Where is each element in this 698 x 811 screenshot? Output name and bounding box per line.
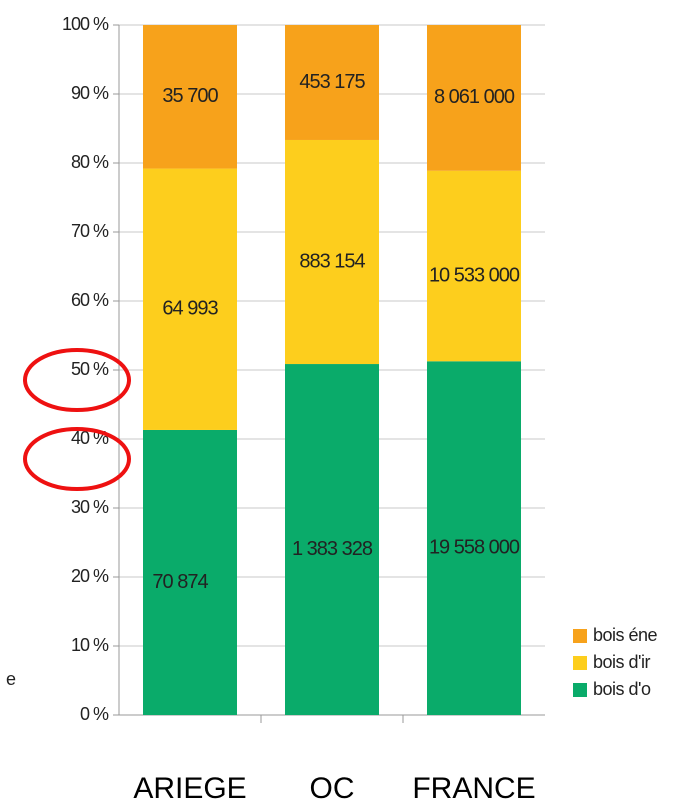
y-tick-label: 90 % (71, 83, 109, 103)
bar-segment (285, 25, 379, 140)
value-label: 70 874 (152, 571, 208, 593)
legend-label: bois d'o (593, 679, 651, 699)
x-tick-label: ARIEGE (133, 772, 246, 805)
bar-segment (427, 170, 521, 362)
value-label: 883 154 (299, 250, 365, 272)
y-tick-label: 10 % (71, 635, 109, 655)
value-label: 453 175 (299, 71, 365, 93)
bar-segment (143, 25, 237, 169)
highlight-circle (23, 348, 131, 412)
legend-label: bois d'ir (593, 652, 650, 672)
value-label: 35 700 (162, 85, 218, 107)
value-label: 1 383 328 (292, 538, 373, 560)
legend-label: bois éne (593, 625, 658, 645)
legend-swatch (573, 629, 587, 643)
value-label: 10 533 000 (429, 264, 520, 286)
bar-segment (143, 168, 237, 430)
x-tick-label: FRANCE (412, 772, 535, 805)
y-tick-label: 70 % (71, 221, 109, 241)
value-label: 8 061 000 (434, 86, 515, 108)
y-tick-label: 60 % (71, 290, 109, 310)
y-tick-label: 0 % (80, 704, 109, 724)
bar-segment (427, 25, 521, 171)
bar-segment (285, 364, 379, 715)
bar-segment (427, 361, 521, 715)
side-text: e (6, 669, 16, 689)
bar-segment (143, 429, 237, 715)
highlight-circle (23, 427, 131, 491)
y-tick-label: 80 % (71, 152, 109, 172)
x-tick-label: OC (310, 772, 355, 805)
legend-swatch (573, 683, 587, 697)
y-tick-label: 20 % (71, 566, 109, 586)
bar-segment (285, 139, 379, 365)
value-label: 19 558 000 (429, 536, 520, 558)
y-tick-label: 100 % (62, 14, 109, 34)
y-tick-label: 50 % (71, 359, 109, 379)
legend-swatch (573, 656, 587, 670)
value-label: 64 993 (162, 298, 218, 320)
y-tick-label: 30 % (71, 497, 109, 517)
